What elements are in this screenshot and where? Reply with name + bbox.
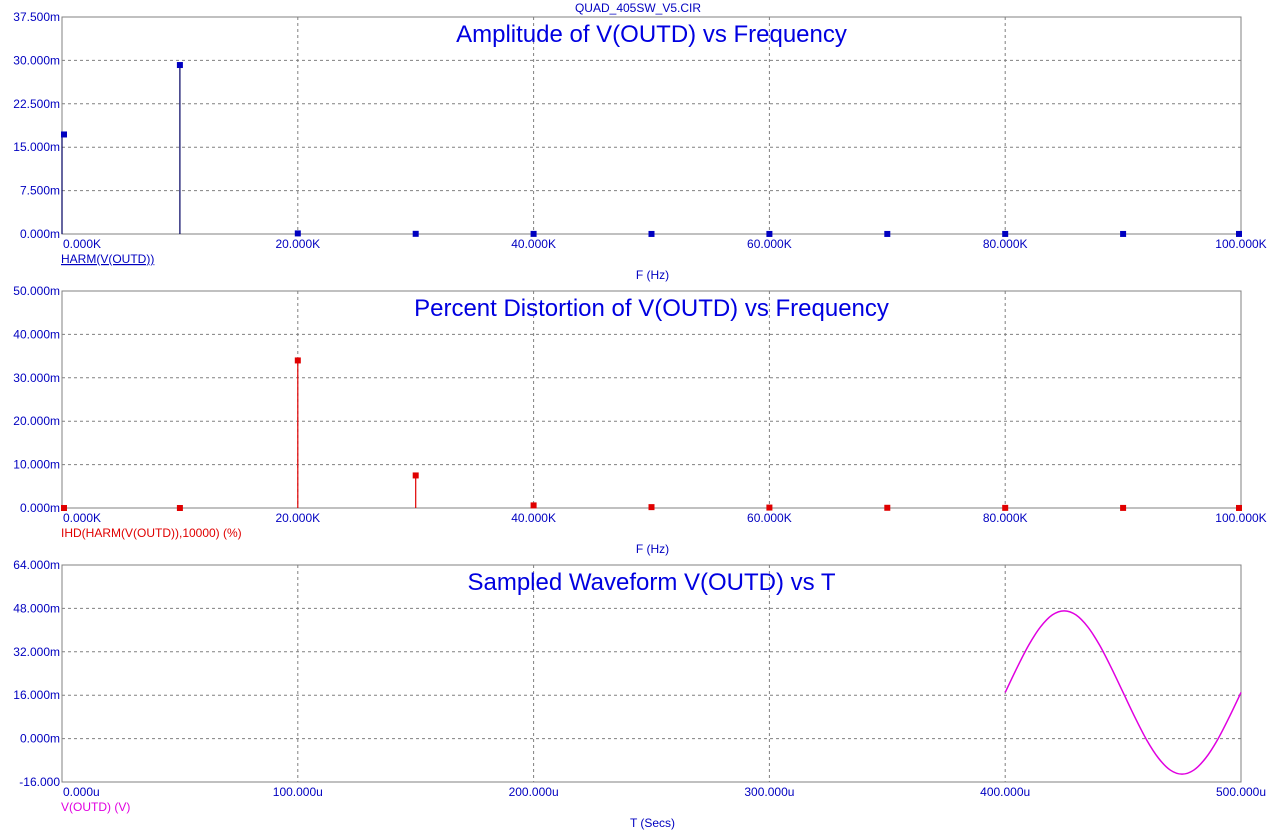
stem-marker xyxy=(294,357,301,364)
stem-marker xyxy=(648,230,655,237)
y-tick-label: 30.000m xyxy=(13,371,60,385)
y-tick-label: 0.000m xyxy=(20,732,60,746)
x-tick-label: 0.000u xyxy=(63,785,100,799)
x-tick-label: 60.000K xyxy=(747,511,792,525)
stem-marker xyxy=(412,472,419,479)
chart-title: Amplitude of V(OUTD) vs Frequency xyxy=(456,21,847,48)
stem-marker xyxy=(176,62,183,69)
stem-marker xyxy=(884,504,891,511)
x-tick-label: 100.000K xyxy=(1215,237,1266,251)
stem-marker xyxy=(530,502,537,509)
y-tick-label: 16.000m xyxy=(13,688,60,702)
x-tick-label: 100.000u xyxy=(273,785,323,799)
x-tick-label: 500.000u xyxy=(1216,785,1266,799)
y-tick-label: 7.500m xyxy=(20,184,60,198)
chart-title: Sampled Waveform V(OUTD) vs T xyxy=(467,569,835,596)
x-tick-label: 80.000K xyxy=(983,237,1028,251)
plot-amplitude: 0.000m 7.500m 15.000m 22.500m 30.000m 37.500m… xyxy=(13,10,1266,282)
trace-label: V(OUTD) (V) xyxy=(61,800,130,814)
x-tick-label: 100.000K xyxy=(1215,511,1266,525)
x-axis-label: T (Secs) xyxy=(630,816,675,830)
stem-marker xyxy=(1236,230,1242,237)
y-tick-label: 37.500m xyxy=(13,10,60,24)
stem-marker xyxy=(1236,504,1242,511)
stem-marker xyxy=(1002,230,1009,237)
x-tick-label: 80.000K xyxy=(983,511,1028,525)
x-axis-label: F (Hz) xyxy=(636,542,669,556)
x-axis-label: F (Hz) xyxy=(636,268,669,282)
plot-frame xyxy=(61,290,1242,509)
x-tick-label: 200.000u xyxy=(509,785,559,799)
y-tick-label: 50.000m xyxy=(13,284,60,298)
stem-marker xyxy=(294,230,301,237)
y-tick-label: 40.000m xyxy=(13,327,60,341)
stem-marker xyxy=(1120,504,1127,511)
x-tick-label: 20.000K xyxy=(275,511,320,525)
y-tick-label: 64.000m xyxy=(13,558,60,572)
y-tick-label: 0.000m xyxy=(20,501,60,515)
y-tick-label: 22.500m xyxy=(13,97,60,111)
stem-marker xyxy=(884,230,891,237)
chart-title: Percent Distortion of V(OUTD) vs Frequen… xyxy=(414,295,889,322)
stem-marker xyxy=(648,504,655,511)
x-tick-label: 400.000u xyxy=(980,785,1030,799)
plot-waveform: -16.000 0.000m 16.000m 32.000m 48.000m 64.000… xyxy=(13,558,1266,830)
stem-marker xyxy=(61,505,67,511)
file-title: QUAD_405SW_V5.CIR xyxy=(574,1,702,15)
stem-marker xyxy=(530,230,537,237)
stem-marker xyxy=(1120,230,1127,237)
x-tick-label: 40.000K xyxy=(511,511,556,525)
y-tick-label: -16.000 xyxy=(19,775,60,789)
y-tick-label: 20.000m xyxy=(13,414,60,428)
stem-marker xyxy=(766,504,773,511)
y-tick-label: 10.000m xyxy=(13,458,60,472)
trace-label: IHD(HARM(V(OUTD)),10000) (%) xyxy=(61,526,242,540)
waveform-line xyxy=(1004,610,1242,775)
plot-distortion: 0.000m 10.000m 20.000m 30.000m 40.000m 50.000… xyxy=(13,284,1266,556)
plot-frame xyxy=(61,564,1242,783)
y-tick-label: 0.000m xyxy=(20,227,60,241)
stem-marker xyxy=(766,230,773,237)
stem-marker xyxy=(412,230,419,237)
x-tick-label: 40.000K xyxy=(511,237,556,251)
plot-frame xyxy=(61,16,1242,235)
y-tick-label: 48.000m xyxy=(13,601,60,615)
stem-marker xyxy=(176,505,183,511)
y-tick-label: 30.000m xyxy=(13,53,60,67)
x-tick-label: 0.000K xyxy=(63,511,101,525)
x-tick-label: 20.000K xyxy=(275,237,320,251)
x-tick-label: 300.000u xyxy=(744,785,794,799)
x-tick-label: 60.000K xyxy=(747,237,792,251)
stem-marker xyxy=(61,131,67,138)
y-tick-label: 15.000m xyxy=(13,140,60,154)
trace-label: HARM(V(OUTD)) xyxy=(61,252,154,266)
x-tick-label: 0.000K xyxy=(63,237,101,251)
stem-marker xyxy=(1002,504,1009,511)
y-tick-label: 32.000m xyxy=(13,645,60,659)
